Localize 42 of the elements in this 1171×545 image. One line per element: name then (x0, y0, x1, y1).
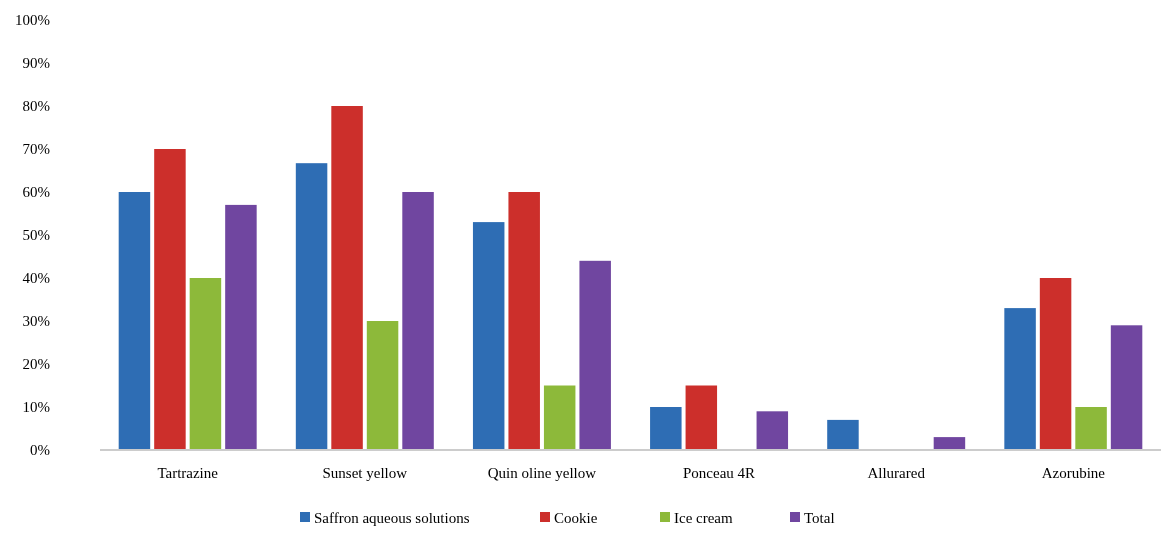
y-tick-label: 10% (22, 399, 50, 416)
legend-label: Total (804, 510, 835, 526)
bar (756, 411, 789, 450)
bar (472, 222, 505, 450)
bar (827, 419, 859, 450)
y-tick-label: 30% (22, 313, 50, 330)
y-tick-label: 0% (30, 442, 50, 459)
bar (402, 192, 434, 450)
y-tick-label: 60% (22, 184, 50, 201)
legend-label: Saffron aqueous solutions (314, 510, 470, 526)
y-tick-label: 100% (15, 12, 50, 29)
bar (154, 149, 186, 450)
bar (225, 204, 257, 450)
bar (508, 192, 540, 450)
bar (189, 278, 222, 450)
bar (1075, 407, 1107, 450)
bar (1039, 278, 1072, 450)
bar (331, 106, 363, 450)
bar (366, 321, 399, 450)
legend-label: Ice cream (674, 510, 734, 526)
bar (118, 192, 151, 450)
y-tick-label: 90% (22, 55, 50, 72)
y-tick-label: 20% (22, 356, 50, 373)
y-tick-label: 70% (22, 141, 50, 158)
y-tick-label: 40% (22, 270, 50, 287)
x-tick-label: Allurared (867, 465, 926, 481)
y-tick-label: 80% (22, 98, 50, 115)
bar (933, 437, 966, 450)
x-tick-label: Quin oline yellow (487, 465, 597, 481)
x-tick-label: Tartrazine (157, 465, 219, 481)
legend-label: Cookie (554, 510, 598, 526)
bar (295, 163, 328, 450)
bar (1004, 308, 1036, 450)
x-tick-label: Sunset yellow (322, 465, 408, 481)
bar (1110, 325, 1143, 450)
x-tick-label: Ponceau 4R (683, 465, 756, 481)
bar (685, 385, 718, 450)
y-tick-label: 50% (22, 227, 50, 244)
x-tick-label: Azorubine (1041, 465, 1106, 481)
bar (650, 407, 682, 450)
bar (543, 385, 576, 450)
bar (579, 260, 611, 450)
